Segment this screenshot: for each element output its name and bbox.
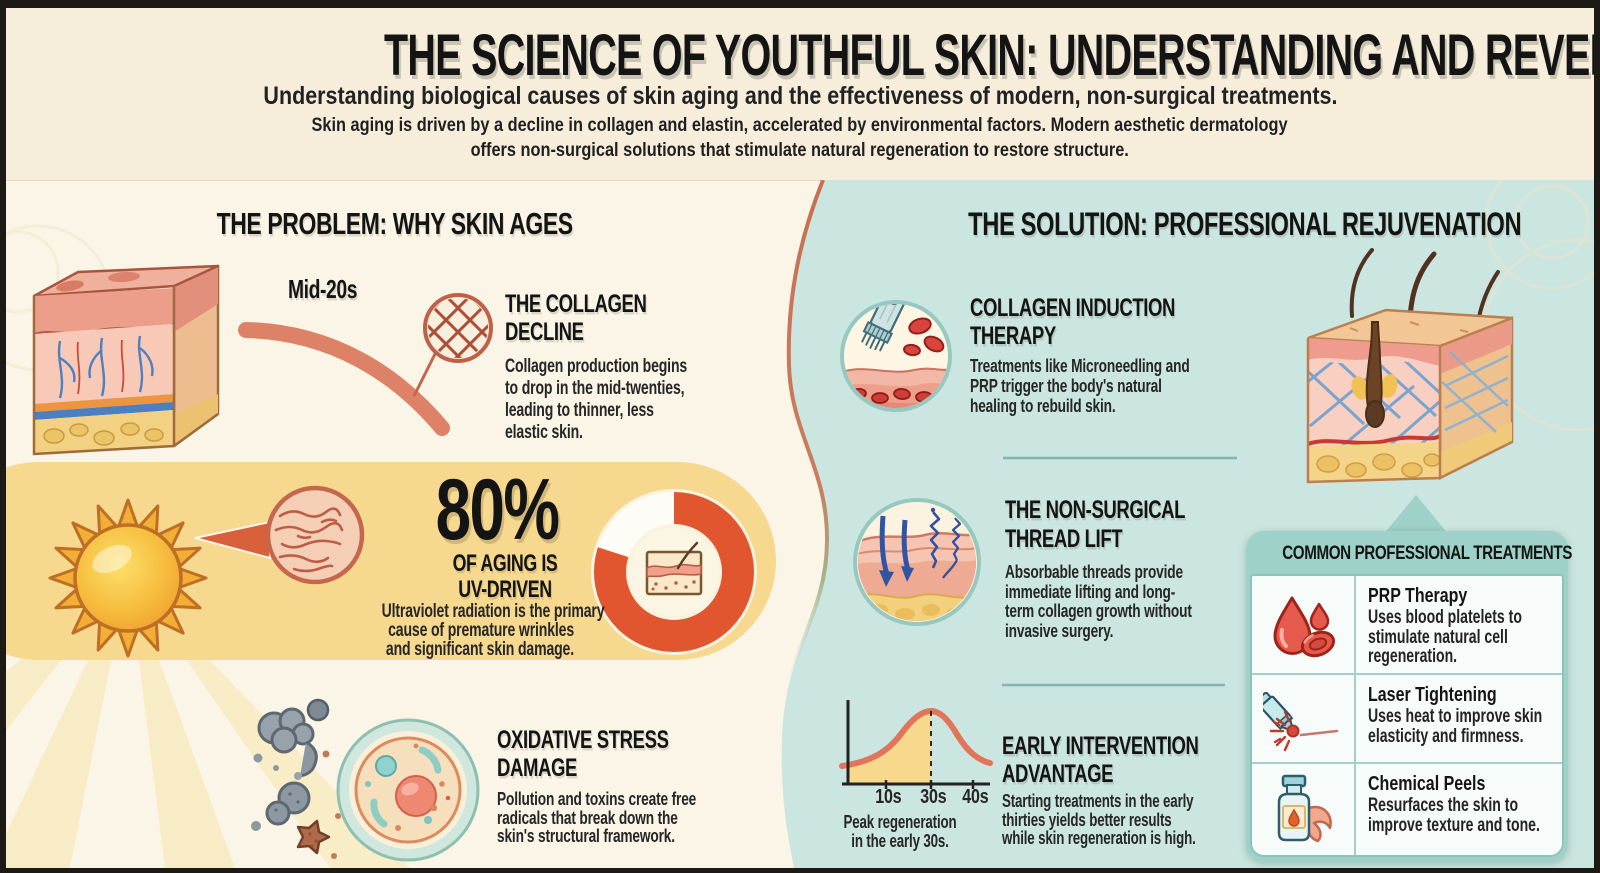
regeneration-curve-chart xyxy=(839,700,993,789)
uv-stat: 80% xyxy=(435,462,560,558)
early-intervention-body: Starting treatments in the early thirtie… xyxy=(1002,792,1332,848)
text-line: OXIDATIVE STRESS xyxy=(497,726,669,754)
text-line: in the early 30s. xyxy=(851,831,949,851)
text-line: cause of premature wrinkles xyxy=(388,620,574,641)
pollution-smoke-icon xyxy=(251,698,341,859)
treatment-row-peels: Chemical Peels Resurfaces the skin to im… xyxy=(1252,764,1562,855)
collagen-induction-body: Treatments like Microneedling and PRP tr… xyxy=(970,356,1310,416)
text-line: Treatments like Microneedling and xyxy=(970,355,1190,376)
uv-stat-caption: OF AGING IS UV-DRIVEN xyxy=(345,551,665,603)
treatments-table: PRP Therapy Uses blood platelets to stim… xyxy=(1250,574,1564,857)
page-description-line: offers non-surgical solutions that stimu… xyxy=(470,140,1130,161)
treatments-panel-heading: COMMON PROFESSIONAL TREATMENTS xyxy=(1282,543,1572,564)
text-line: DAMAGE xyxy=(497,754,578,782)
uv-donut-chart xyxy=(591,489,757,655)
text-line: stimulate natural cell xyxy=(1368,626,1508,648)
text-line: regeneration. xyxy=(1368,646,1458,667)
page-description-line: Skin aging is driven by a decline in col… xyxy=(311,115,1289,136)
treatments-panel: COMMON PROFESSIONAL TREATMENTS xyxy=(1246,531,1572,862)
icon-cell xyxy=(1252,675,1356,762)
blood-drops-icon xyxy=(1273,596,1335,657)
text-line: THERAPY xyxy=(970,322,1056,350)
text-line: Uses heat to improve skin xyxy=(1368,706,1543,727)
text-line: and significant skin damage. xyxy=(385,639,574,660)
thread-lift-title: THE NON-SURGICAL THREAD LIFT xyxy=(1005,496,1325,554)
text-line: immediate lifting and long- xyxy=(1005,580,1176,602)
page-subtitle: Understanding biological causes of skin … xyxy=(262,82,1338,110)
thread-lift-body: Absorbable threads provide immediate lif… xyxy=(1005,562,1325,640)
sun-icon xyxy=(48,498,208,658)
text-line: leading to thinner, less xyxy=(505,400,654,421)
text-line: THREAD LIFT xyxy=(1005,525,1123,553)
text-line: DECLINE xyxy=(505,318,584,346)
header-band xyxy=(6,8,1594,181)
collagen-decline-body: Collagen production begins to drop in th… xyxy=(505,356,825,444)
text-line: elasticity and firmness. xyxy=(1368,725,1524,747)
treatment-row-prp: PRP Therapy Uses blood platelets to stim… xyxy=(1252,576,1562,675)
curve-to-icon-connector xyxy=(412,351,438,397)
text-line: Ultraviolet radiation is the primary xyxy=(381,601,605,622)
healthy-skin-cross-section-illustration xyxy=(1306,248,1514,484)
collagen-decline-title: THE COLLAGEN DECLINE xyxy=(505,290,805,346)
text-line: term collagen growth without xyxy=(1005,600,1192,621)
text-line: while skin regeneration is high. xyxy=(1002,828,1196,848)
age-label: Mid-20s xyxy=(288,274,358,304)
text-line: Resurfaces the skin to xyxy=(1368,795,1519,816)
text-line: elastic skin. xyxy=(505,422,583,443)
text-line: improve texture and tone. xyxy=(1368,814,1540,836)
text-line: Pollution and toxins create free xyxy=(497,788,697,809)
chart-tick-label: 40s xyxy=(961,786,989,808)
chart-caption: Peak regeneration in the early 30s. xyxy=(810,813,990,851)
solution-section-heading: THE SOLUTION: PROFESSIONAL REJUVENATION xyxy=(968,206,1522,242)
wrinkled-skin-magnifier-icon xyxy=(265,485,365,585)
page-title: THE SCIENCE OF YOUTHFUL SKIN: UNDERSTAND… xyxy=(383,23,1600,88)
microneedling-icon xyxy=(840,300,952,412)
text-line: Collagen production begins xyxy=(505,356,688,377)
oxidative-stress-body: Pollution and toxins create free radical… xyxy=(497,788,817,846)
frame-top xyxy=(0,0,1600,8)
icon-cell xyxy=(1252,764,1356,855)
frame-bottom xyxy=(0,868,1600,873)
collagen-mesh-icon xyxy=(423,293,493,363)
text-line: UV-DRIVEN xyxy=(458,576,552,603)
text-line: radicals that break down the xyxy=(497,806,678,828)
text-line: EARLY INTERVENTION xyxy=(1002,732,1199,760)
text-line: ADVANTAGE xyxy=(1002,760,1114,788)
text-line: Absorbable threads provide xyxy=(1005,561,1183,582)
early-intervention-title: EARLY INTERVENTION ADVANTAGE xyxy=(1002,732,1322,788)
collagen-induction-title: COLLAGEN INDUCTION THERAPY xyxy=(970,294,1290,350)
panel-pointer-triangle xyxy=(1383,495,1449,535)
text-line: Uses blood platelets to xyxy=(1368,607,1522,628)
text-line: Peak regeneration xyxy=(843,812,957,832)
skin-layers-icon xyxy=(645,541,703,596)
text-line: Starting treatments in the early xyxy=(1002,791,1194,811)
thread-lift-icon xyxy=(853,498,981,626)
oxidative-stress-title: OXIDATIVE STRESS DAMAGE xyxy=(497,726,797,782)
text-line: healing to rebuild skin. xyxy=(970,395,1116,416)
text-line: OF AGING IS xyxy=(452,550,558,577)
text-line: THE NON-SURGICAL xyxy=(1005,496,1186,524)
uv-body: Ultraviolet radiation is the primary cau… xyxy=(314,601,605,660)
laser-icon xyxy=(1263,691,1339,751)
chart-tick-label: 10s xyxy=(874,786,902,808)
problem-section-heading: THE PROBLEM: WHY SKIN AGES xyxy=(216,206,574,241)
aged-skin-cross-section-illustration xyxy=(32,264,220,456)
frame-right xyxy=(1594,0,1600,873)
text-line: thirties yields better results xyxy=(1002,809,1172,830)
text-line: invasive surgery. xyxy=(1005,619,1114,641)
text-line: skin's structural framework. xyxy=(497,825,675,846)
chemical-peel-bottle-icon xyxy=(1277,774,1332,842)
skin-cell-icon xyxy=(336,718,480,862)
icon-cell xyxy=(1252,576,1356,673)
chart-tick-label: 30s xyxy=(919,786,947,808)
uv-band xyxy=(0,462,776,660)
text-line: PRP trigger the body's natural xyxy=(970,375,1162,396)
collagen-decline-curve xyxy=(238,322,450,436)
treatment-row-laser: Laser Tightening Uses heat to improve sk… xyxy=(1252,675,1562,764)
text-line: COLLAGEN INDUCTION xyxy=(970,294,1176,322)
text-line: to drop in the mid-twenties, xyxy=(505,378,685,399)
frame-left xyxy=(0,0,6,873)
text-line: THE COLLAGEN xyxy=(505,290,647,318)
